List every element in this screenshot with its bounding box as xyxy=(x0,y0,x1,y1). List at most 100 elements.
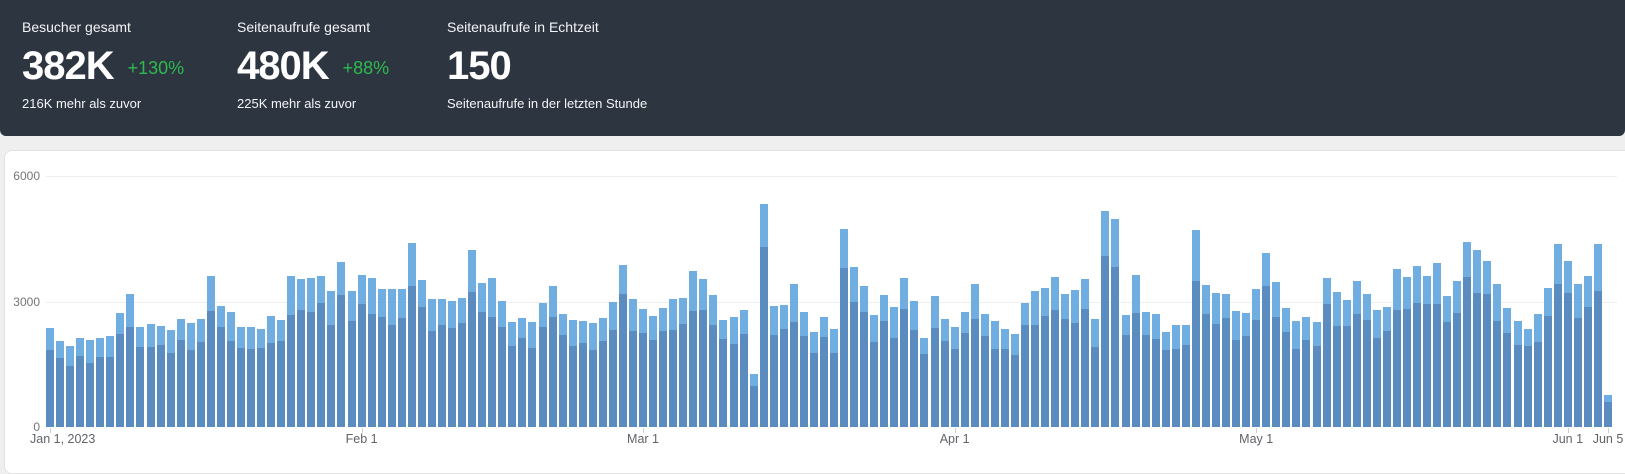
chart-bar[interactable] xyxy=(1141,311,1150,427)
pageviews-bar-chart[interactable]: 6000 3000 0 Jan 1, 2023 Feb 1 Mar 1 Apr 1 May 1… xyxy=(0,0,1625,462)
chart-bar[interactable] xyxy=(427,299,436,427)
chart-bar[interactable] xyxy=(66,346,75,427)
chart-bar[interactable] xyxy=(347,290,356,427)
chart-bar[interactable] xyxy=(247,326,256,427)
chart-bar[interactable] xyxy=(226,311,235,427)
chart-bar[interactable] xyxy=(910,300,919,427)
chart-bar[interactable] xyxy=(1242,312,1251,427)
chart-bar[interactable] xyxy=(397,288,406,427)
chart-bar[interactable] xyxy=(387,288,396,427)
chart-bar[interactable] xyxy=(1161,331,1170,427)
chart-bar[interactable] xyxy=(136,327,145,427)
chart-bar[interactable] xyxy=(1362,294,1371,427)
chart-bar[interactable] xyxy=(719,319,728,427)
chart-bar[interactable] xyxy=(337,262,346,427)
chart-bar[interactable] xyxy=(1091,318,1100,427)
chart-bar[interactable] xyxy=(1262,253,1271,427)
chart-bar[interactable] xyxy=(1041,288,1050,427)
chart-bar[interactable] xyxy=(799,311,808,427)
chart-bar[interactable] xyxy=(1332,292,1341,427)
chart-bar[interactable] xyxy=(980,313,989,427)
chart-bar[interactable] xyxy=(367,278,376,427)
chart-bar[interactable] xyxy=(1513,321,1522,427)
chart-bar[interactable] xyxy=(1272,282,1281,427)
chart-bar[interactable] xyxy=(1473,250,1482,427)
chart-bar[interactable] xyxy=(890,306,899,427)
chart-bar[interactable] xyxy=(317,275,326,427)
chart-bar[interactable] xyxy=(1222,293,1231,427)
chart-bar[interactable] xyxy=(1211,293,1220,427)
chart-bar[interactable] xyxy=(1171,324,1180,427)
chart-bar[interactable] xyxy=(1463,242,1472,427)
chart-bar[interactable] xyxy=(327,291,336,427)
chart-bar[interactable] xyxy=(860,285,869,427)
chart-bar[interactable] xyxy=(1392,269,1401,427)
chart-bar[interactable] xyxy=(56,341,65,427)
chart-bar[interactable] xyxy=(1061,293,1070,427)
chart-bar[interactable] xyxy=(639,309,648,427)
chart-bar[interactable] xyxy=(206,275,215,427)
chart-bar[interactable] xyxy=(377,288,386,427)
chart-bar[interactable] xyxy=(1402,277,1411,427)
chart-bar[interactable] xyxy=(1372,310,1381,427)
chart-bar[interactable] xyxy=(1282,307,1291,427)
chart-bar[interactable] xyxy=(1543,288,1552,427)
chart-bar[interactable] xyxy=(46,328,54,427)
chart-bar[interactable] xyxy=(729,316,738,427)
chart-bar[interactable] xyxy=(1342,300,1351,427)
chart-bar[interactable] xyxy=(1151,314,1160,427)
chart-bar[interactable] xyxy=(1201,284,1210,427)
chart-bar[interactable] xyxy=(196,319,205,427)
chart-bar[interactable] xyxy=(76,338,85,427)
chart-bar[interactable] xyxy=(739,310,748,427)
chart-bar[interactable] xyxy=(1051,277,1060,427)
chart-bar[interactable] xyxy=(518,318,527,427)
chart-bar[interactable] xyxy=(598,318,607,427)
chart-bar[interactable] xyxy=(588,322,597,427)
chart-bar[interactable] xyxy=(1071,289,1080,427)
chart-bar[interactable] xyxy=(1382,306,1391,427)
chart-bar[interactable] xyxy=(166,330,175,427)
chart-bar[interactable] xyxy=(1232,311,1241,427)
chart-bar[interactable] xyxy=(176,318,185,427)
chart-bar[interactable] xyxy=(448,300,457,427)
chart-bar[interactable] xyxy=(287,275,296,427)
chart-bar[interactable] xyxy=(1503,307,1512,427)
chart-bar[interactable] xyxy=(689,270,698,427)
chart-bar[interactable] xyxy=(417,280,426,427)
chart-bar[interactable] xyxy=(1583,276,1592,427)
chart-bar[interactable] xyxy=(468,249,477,427)
chart-bar[interactable] xyxy=(1021,302,1029,427)
chart-bar[interactable] xyxy=(819,316,828,427)
chart-bar[interactable] xyxy=(508,322,517,427)
chart-bar[interactable] xyxy=(216,305,225,427)
chart-bar[interactable] xyxy=(1553,243,1562,427)
chart-bar[interactable] xyxy=(578,321,587,427)
chart-bar[interactable] xyxy=(297,278,306,427)
chart-bar[interactable] xyxy=(568,320,577,427)
chart-bar[interactable] xyxy=(438,299,446,427)
chart-bar[interactable] xyxy=(930,295,939,427)
chart-bar[interactable] xyxy=(1302,316,1311,427)
chart-bar[interactable] xyxy=(1252,288,1261,427)
chart-bar[interactable] xyxy=(96,337,105,427)
chart-bar[interactable] xyxy=(257,329,266,427)
chart-bar[interactable] xyxy=(1483,260,1492,427)
chart-bar[interactable] xyxy=(1352,281,1361,427)
chart-bar[interactable] xyxy=(1423,276,1432,427)
chart-bar[interactable] xyxy=(900,277,909,427)
chart-bar[interactable] xyxy=(840,228,849,427)
chart-bar[interactable] xyxy=(1413,266,1422,427)
chart-bar[interactable] xyxy=(126,293,135,427)
chart-bar[interactable] xyxy=(186,322,195,427)
chart-bar[interactable] xyxy=(779,304,788,427)
chart-bar[interactable] xyxy=(488,277,497,427)
chart-bar[interactable] xyxy=(618,264,627,427)
chart-bar[interactable] xyxy=(236,327,245,427)
chart-bar[interactable] xyxy=(106,336,115,427)
chart-bar[interactable] xyxy=(850,267,859,427)
chart-bar[interactable] xyxy=(1181,324,1190,427)
chart-bar[interactable] xyxy=(1312,322,1321,427)
chart-bar[interactable] xyxy=(1111,219,1120,427)
chart-bar[interactable] xyxy=(970,284,979,427)
